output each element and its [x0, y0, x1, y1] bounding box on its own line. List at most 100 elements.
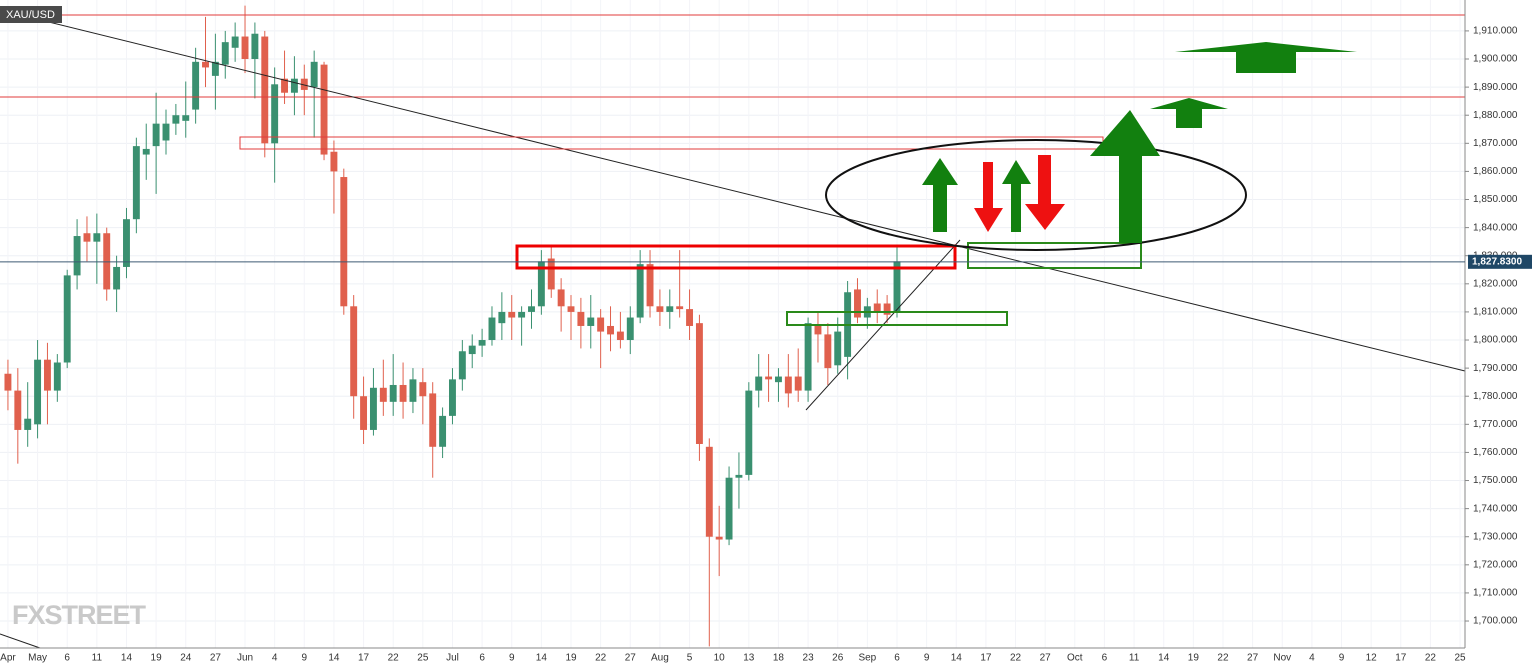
last-price-box	[1468, 254, 1532, 269]
candle-body	[251, 33, 259, 60]
candle-body	[419, 382, 427, 397]
candle-body	[4, 373, 12, 391]
candle-body	[152, 123, 160, 147]
down-arrow	[974, 162, 1003, 232]
y-tick-label: 1,850.000	[1473, 194, 1518, 205]
candle-body	[508, 311, 516, 318]
x-tick-label: 13	[743, 653, 755, 664]
candle-body	[854, 289, 861, 318]
x-tick-label: 6	[1102, 653, 1108, 664]
grid	[0, 0, 1465, 648]
candle-body	[468, 345, 476, 355]
x-tick-label: 25	[417, 653, 429, 664]
candle-body	[676, 306, 684, 310]
candle-body	[607, 325, 614, 335]
trend-line	[0, 633, 41, 649]
title-box	[0, 6, 62, 23]
up-arrow	[1002, 160, 1031, 232]
x-tick-label: 5	[687, 653, 693, 664]
candle-body	[498, 311, 506, 324]
y-tick-label: 1,770.000	[1473, 419, 1518, 430]
x-tick-label: 4	[272, 653, 278, 664]
candle-body	[221, 42, 229, 65]
candle-body	[439, 415, 447, 447]
x-tick-label: 14	[951, 653, 963, 664]
candle-body	[695, 323, 703, 444]
x-tick-label: 17	[358, 653, 370, 664]
candle-body	[755, 376, 763, 391]
down-arrow	[1025, 155, 1065, 230]
x-tick-label: Jun	[237, 653, 253, 664]
x-tick-label: 10	[714, 653, 726, 664]
watermark: FXSTREET	[12, 600, 147, 630]
candle-body	[409, 379, 417, 402]
candle-body	[389, 384, 397, 402]
candle-body	[567, 306, 575, 312]
x-tick-label: 14	[1158, 653, 1170, 664]
x-tick-label: 22	[1217, 653, 1229, 664]
up-arrow	[1175, 42, 1357, 73]
candle-body	[132, 146, 140, 220]
candle-body	[577, 311, 585, 326]
x-tick-label: 24	[180, 653, 192, 664]
x-tick-label: Oct	[1067, 653, 1083, 664]
candle-body	[873, 303, 881, 312]
candle-body	[774, 376, 782, 383]
candle-body	[93, 233, 101, 242]
candle-body	[824, 334, 832, 369]
last-price: 1,827.8300	[0, 254, 1532, 269]
x-tick-label: 14	[121, 653, 133, 664]
candle-body	[528, 306, 535, 312]
candle-body	[488, 317, 496, 341]
x-tick-label: 19	[1188, 653, 1200, 664]
x-tick-label: 4	[1309, 653, 1315, 664]
resistance-zone	[515, 244, 957, 270]
candle-body	[290, 78, 298, 93]
candle-body	[340, 177, 348, 307]
x-tick-label: 12	[1366, 653, 1378, 664]
candle-body	[745, 390, 753, 475]
candle-body	[182, 115, 190, 121]
x-tick-label: 9	[302, 653, 308, 664]
candle-body	[557, 289, 565, 307]
candle-body	[231, 36, 239, 48]
candle-body	[172, 115, 180, 124]
candle-body	[211, 61, 219, 76]
candle-body	[34, 359, 42, 425]
candle-body	[14, 390, 22, 430]
candle-body	[656, 306, 664, 312]
y-tick-label: 1,740.000	[1473, 503, 1518, 514]
y-tick-label: 1,800.000	[1473, 335, 1518, 346]
y-tick-label: 1,720.000	[1473, 559, 1518, 570]
x-tick-label: 19	[151, 653, 163, 664]
candle-body	[458, 351, 466, 380]
candle-body	[794, 376, 802, 391]
candle-body	[686, 309, 694, 326]
candle-body	[547, 258, 555, 290]
x-tick-label: 27	[210, 653, 222, 664]
candle-body	[300, 78, 308, 90]
x-tick-label: 22	[1010, 653, 1022, 664]
y-tick-label: 1,710.000	[1473, 588, 1518, 599]
y-tick-label: 1,890.000	[1473, 82, 1518, 93]
x-tick-label: 23	[803, 653, 815, 664]
x-tick-label: 19	[565, 653, 577, 664]
candle-body	[162, 123, 170, 141]
candle-body	[83, 233, 91, 242]
y-tick-label: 1,810.000	[1473, 307, 1518, 318]
x-tick-label: 27	[1040, 653, 1052, 664]
x-tick-label: 14	[536, 653, 548, 664]
candle-body	[705, 446, 713, 537]
candle-body	[320, 64, 328, 155]
candle-body	[784, 376, 792, 394]
y-tick-label: 1,790.000	[1473, 363, 1518, 374]
candle-body	[310, 61, 318, 88]
x-tick-label: 14	[328, 653, 340, 664]
support-zone	[967, 242, 1142, 269]
x-tick-label: 18	[773, 653, 785, 664]
x-tick-label: 22	[1425, 653, 1437, 664]
candle-body	[271, 84, 279, 144]
candle-body	[261, 36, 269, 144]
candle-body	[350, 306, 358, 397]
candle-body	[429, 393, 437, 447]
